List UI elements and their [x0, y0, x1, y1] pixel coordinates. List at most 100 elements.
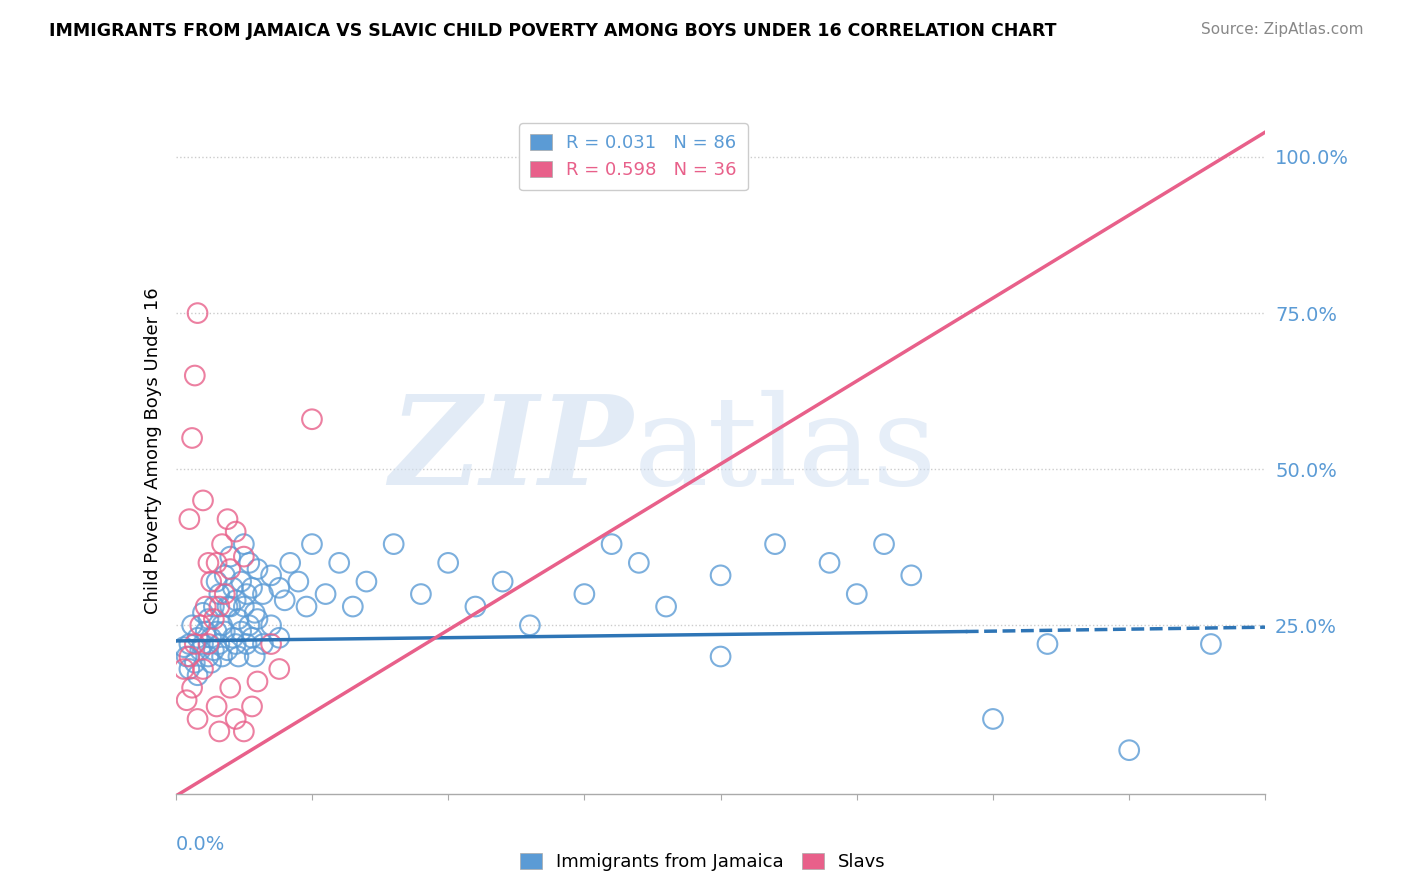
- Point: [191, 662, 214, 676]
- Point: [191, 606, 214, 620]
- Point: [197, 637, 219, 651]
- Point: [252, 587, 274, 601]
- Point: [211, 649, 233, 664]
- Point: [492, 574, 515, 589]
- Point: [710, 649, 733, 664]
- Point: [202, 643, 225, 657]
- Point: [240, 699, 263, 714]
- Point: [186, 668, 209, 682]
- Point: [205, 574, 228, 589]
- Point: [217, 643, 239, 657]
- Point: [225, 524, 247, 539]
- Point: [173, 640, 195, 655]
- Point: [219, 549, 242, 564]
- Point: [232, 537, 254, 551]
- Point: [200, 574, 222, 589]
- Point: [655, 599, 678, 614]
- Point: [240, 631, 263, 645]
- Point: [328, 556, 350, 570]
- Point: [179, 637, 201, 651]
- Point: [252, 637, 274, 651]
- Point: [205, 699, 228, 714]
- Point: [519, 618, 541, 632]
- Point: [184, 637, 207, 651]
- Point: [382, 537, 405, 551]
- Text: atlas: atlas: [633, 390, 936, 511]
- Point: [186, 631, 209, 645]
- Point: [208, 637, 231, 651]
- Point: [194, 599, 217, 614]
- Point: [235, 587, 257, 601]
- Point: [900, 568, 922, 582]
- Point: [181, 618, 204, 632]
- Text: IMMIGRANTS FROM JAMAICA VS SLAVIC CHILD POVERTY AMONG BOYS UNDER 16 CORRELATION : IMMIGRANTS FROM JAMAICA VS SLAVIC CHILD …: [49, 22, 1057, 40]
- Point: [214, 624, 236, 639]
- Point: [184, 656, 207, 670]
- Point: [214, 568, 236, 582]
- Point: [231, 574, 253, 589]
- Point: [225, 593, 247, 607]
- Point: [274, 593, 297, 607]
- Point: [200, 631, 222, 645]
- Point: [228, 649, 250, 664]
- Point: [232, 599, 254, 614]
- Legend: Immigrants from Jamaica, Slavs: Immigrants from Jamaica, Slavs: [513, 846, 893, 879]
- Point: [600, 537, 623, 551]
- Point: [342, 599, 364, 614]
- Point: [219, 599, 242, 614]
- Y-axis label: Child Poverty Among Boys Under 16: Child Poverty Among Boys Under 16: [143, 287, 162, 614]
- Point: [818, 556, 841, 570]
- Point: [200, 656, 222, 670]
- Point: [845, 587, 868, 601]
- Point: [211, 537, 233, 551]
- Point: [197, 649, 219, 664]
- Text: Source: ZipAtlas.com: Source: ZipAtlas.com: [1201, 22, 1364, 37]
- Point: [179, 662, 201, 676]
- Point: [219, 562, 242, 576]
- Point: [238, 556, 260, 570]
- Point: [205, 556, 228, 570]
- Point: [228, 612, 250, 626]
- Point: [208, 599, 231, 614]
- Point: [1118, 743, 1140, 757]
- Point: [211, 618, 233, 632]
- Point: [214, 587, 236, 601]
- Text: ZIP: ZIP: [389, 390, 633, 511]
- Point: [232, 549, 254, 564]
- Point: [409, 587, 432, 601]
- Point: [176, 649, 198, 664]
- Point: [295, 599, 318, 614]
- Point: [269, 581, 291, 595]
- Point: [194, 624, 217, 639]
- Point: [217, 599, 239, 614]
- Point: [219, 681, 242, 695]
- Point: [1199, 637, 1222, 651]
- Point: [176, 693, 198, 707]
- Point: [269, 631, 291, 645]
- Point: [222, 631, 245, 645]
- Point: [188, 618, 211, 632]
- Point: [231, 624, 253, 639]
- Point: [173, 662, 195, 676]
- Point: [238, 618, 260, 632]
- Point: [981, 712, 1004, 726]
- Point: [301, 412, 323, 426]
- Point: [464, 599, 486, 614]
- Point: [191, 637, 214, 651]
- Legend: R = 0.031   N = 86, R = 0.598   N = 36: R = 0.031 N = 86, R = 0.598 N = 36: [519, 123, 748, 190]
- Point: [188, 643, 211, 657]
- Point: [202, 599, 225, 614]
- Point: [356, 574, 378, 589]
- Point: [208, 724, 231, 739]
- Point: [763, 537, 786, 551]
- Point: [197, 612, 219, 626]
- Point: [269, 662, 291, 676]
- Point: [246, 612, 269, 626]
- Point: [873, 537, 896, 551]
- Point: [246, 562, 269, 576]
- Point: [240, 581, 263, 595]
- Point: [243, 649, 266, 664]
- Point: [181, 431, 204, 445]
- Point: [235, 637, 257, 651]
- Point: [710, 568, 733, 582]
